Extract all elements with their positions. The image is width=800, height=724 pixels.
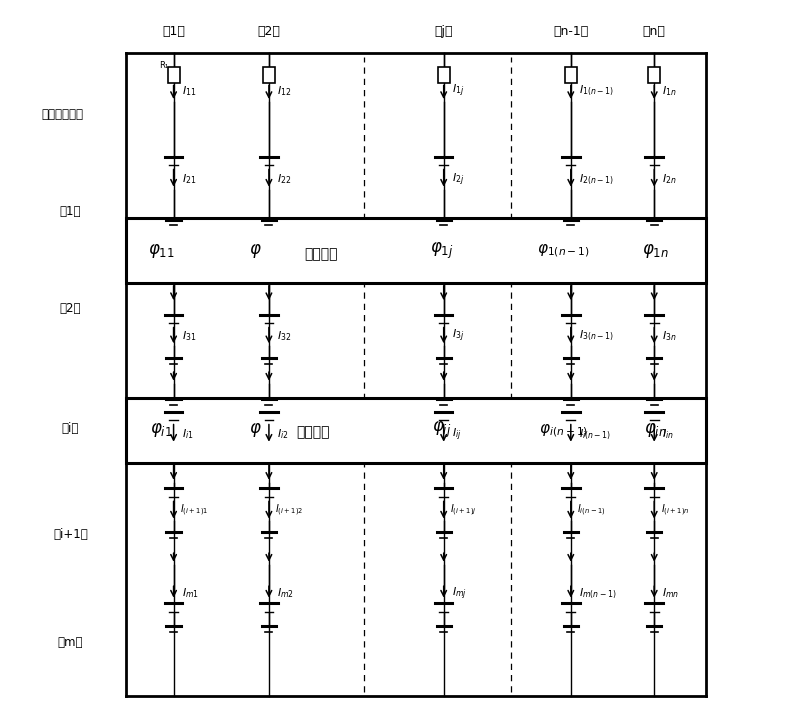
Text: $I_{ij}$: $I_{ij}$ <box>452 426 462 443</box>
Text: 第2行: 第2行 <box>59 302 81 315</box>
Text: 第j列: 第j列 <box>434 25 453 38</box>
Text: $I_{(i+1)2}$: $I_{(i+1)2}$ <box>275 502 304 518</box>
Text: 采样网络: 采样网络 <box>304 247 338 261</box>
Text: $I_{2n}$: $I_{2n}$ <box>662 172 677 186</box>
Text: $\varphi$: $\varphi$ <box>249 421 262 439</box>
Text: $I_{m2}$: $I_{m2}$ <box>277 586 294 600</box>
Text: $I_{i(n-1)}$: $I_{i(n-1)}$ <box>578 427 611 442</box>
Text: 第n-1列: 第n-1列 <box>553 25 589 38</box>
Text: $I_{1n}$: $I_{1n}$ <box>662 84 677 98</box>
Text: $\varphi_{in}$: $\varphi_{in}$ <box>645 421 667 439</box>
Text: 第2列: 第2列 <box>258 25 280 38</box>
Text: $I_{mn}$: $I_{mn}$ <box>662 586 679 600</box>
Bar <box>168 67 179 83</box>
Text: $\varphi_{i1}$: $\varphi_{i1}$ <box>150 421 173 439</box>
Text: 采样网络: 采样网络 <box>296 426 330 439</box>
Text: $I_{(i+1)j}$: $I_{(i+1)j}$ <box>450 502 477 518</box>
Text: 第n列: 第n列 <box>642 25 666 38</box>
Text: 第m行: 第m行 <box>58 636 83 649</box>
Text: $I_{in}$: $I_{in}$ <box>662 428 674 442</box>
Text: $I_{(i+1)n}$: $I_{(i+1)n}$ <box>661 502 690 518</box>
Text: R₁: R₁ <box>159 61 169 70</box>
Text: $I_{21}$: $I_{21}$ <box>182 172 196 186</box>
Text: $I_{22}$: $I_{22}$ <box>277 172 291 186</box>
Text: $\varphi_{i(n-1)}$: $\varphi_{i(n-1)}$ <box>539 422 588 439</box>
Text: $I_{3j}$: $I_{3j}$ <box>452 328 464 345</box>
Bar <box>565 67 577 83</box>
Bar <box>263 67 275 83</box>
Text: $I_{2j}$: $I_{2j}$ <box>452 172 464 188</box>
Bar <box>438 67 450 83</box>
Bar <box>126 398 706 463</box>
Text: $\varphi_{1(n-1)}$: $\varphi_{1(n-1)}$ <box>537 243 590 259</box>
Text: 第i行: 第i行 <box>62 421 79 434</box>
Text: $\varphi_{1n}$: $\varphi_{1n}$ <box>642 242 670 260</box>
Text: $\varphi_{11}$: $\varphi_{11}$ <box>148 242 175 260</box>
Text: $I_{m(n-1)}$: $I_{m(n-1)}$ <box>578 586 617 600</box>
Text: $I_{m1}$: $I_{m1}$ <box>182 586 198 600</box>
Text: $I_{mj}$: $I_{mj}$ <box>452 585 466 602</box>
Text: $I_{3n}$: $I_{3n}$ <box>662 329 677 343</box>
Text: $I_{32}$: $I_{32}$ <box>277 329 291 343</box>
Text: $I_{31}$: $I_{31}$ <box>182 329 196 343</box>
Text: $I_{1(n-1)}$: $I_{1(n-1)}$ <box>578 84 614 98</box>
Text: $I_{12}$: $I_{12}$ <box>277 84 291 98</box>
Text: $I_{3(n-1)}$: $I_{3(n-1)}$ <box>578 329 614 343</box>
Text: $I_{(i+1)1}$: $I_{(i+1)1}$ <box>180 502 208 518</box>
Text: $I_{i1}$: $I_{i1}$ <box>182 428 194 442</box>
Text: $I_{i2}$: $I_{i2}$ <box>277 428 289 442</box>
Text: $\varphi_{1j}$: $\varphi_{1j}$ <box>430 240 454 261</box>
Text: 第1行: 第1行 <box>59 205 81 218</box>
Text: $\varphi$: $\varphi$ <box>249 242 262 260</box>
Bar <box>126 219 706 283</box>
Text: $I_{1j}$: $I_{1j}$ <box>452 83 464 99</box>
Text: $\varphi_{ij}$: $\varphi_{ij}$ <box>432 420 452 440</box>
Text: 第1列: 第1列 <box>162 25 185 38</box>
Text: $I_{2(n-1)}$: $I_{2(n-1)}$ <box>578 172 614 187</box>
Bar <box>648 67 660 83</box>
Text: $I_{11}$: $I_{11}$ <box>182 84 196 98</box>
Text: 电流采样电阻: 电流采样电阻 <box>42 108 83 121</box>
Text: 第i+1行: 第i+1行 <box>53 528 88 541</box>
Text: $I_{i(n-1)}$: $I_{i(n-1)}$ <box>577 502 606 518</box>
